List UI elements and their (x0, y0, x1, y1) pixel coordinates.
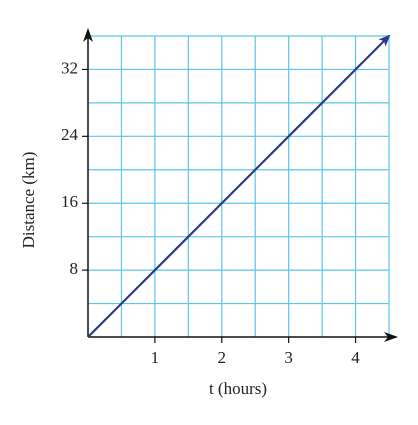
y-axis-label: Distance (km) (19, 152, 38, 249)
x-tick-label: 4 (351, 348, 360, 367)
x-tick-label: 3 (284, 348, 293, 367)
y-tick-label: 16 (61, 192, 78, 211)
y-tick-label: 8 (70, 259, 79, 278)
x-axis-label: t (hours) (209, 379, 267, 398)
x-tick-label: 2 (218, 348, 227, 367)
y-tick-label: 32 (61, 58, 78, 77)
grid (88, 35, 390, 337)
x-tick-label: 1 (151, 348, 160, 367)
y-tick-label: 24 (61, 125, 79, 144)
data-line (87, 34, 391, 338)
